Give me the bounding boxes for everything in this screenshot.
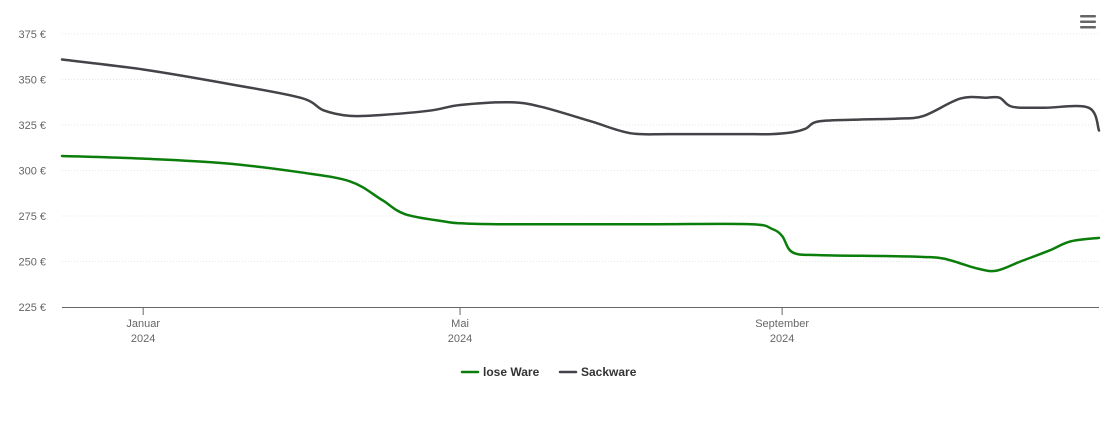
y-tick-label: 325 €: [18, 120, 46, 132]
legend-item-sackware[interactable]: Sackware: [558, 365, 637, 379]
y-tick-label: 225 €: [18, 302, 46, 314]
y-tick-label: 350 €: [18, 75, 46, 87]
series-layer: [60, 58, 1101, 273]
legend-label: Sackware: [581, 365, 637, 379]
legend[interactable]: lose Ware Sackware: [460, 365, 637, 379]
series-line-sackware[interactable]: [60, 58, 1101, 136]
gridlines: [62, 33, 1099, 262]
y-axis: 225 € 250 € 275 € 300 € 325 € 350 € 375 €: [18, 29, 46, 314]
legend-item-lose-ware[interactable]: lose Ware: [460, 365, 540, 379]
y-tick-label: 300 €: [18, 166, 46, 178]
x-tick-label-month: Mai: [451, 318, 469, 330]
hamburger-menu-icon[interactable]: [1078, 12, 1100, 32]
x-tick-label-year: 2024: [448, 333, 472, 345]
series-line-lose-ware[interactable]: [60, 154, 1101, 273]
y-tick-label: 250 €: [18, 257, 46, 269]
y-tick-label: 375 €: [18, 29, 46, 41]
x-tick-label-year: 2024: [770, 333, 794, 345]
y-tick-label: 275 €: [18, 211, 46, 223]
x-tick-label-year: 2024: [131, 333, 155, 345]
x-tick-label-month: Januar: [126, 318, 160, 330]
x-axis: Januar 2024 Mai 2024 September 2024: [62, 307, 1099, 345]
legend-label: lose Ware: [483, 365, 540, 379]
x-tick-label-month: September: [755, 318, 809, 330]
